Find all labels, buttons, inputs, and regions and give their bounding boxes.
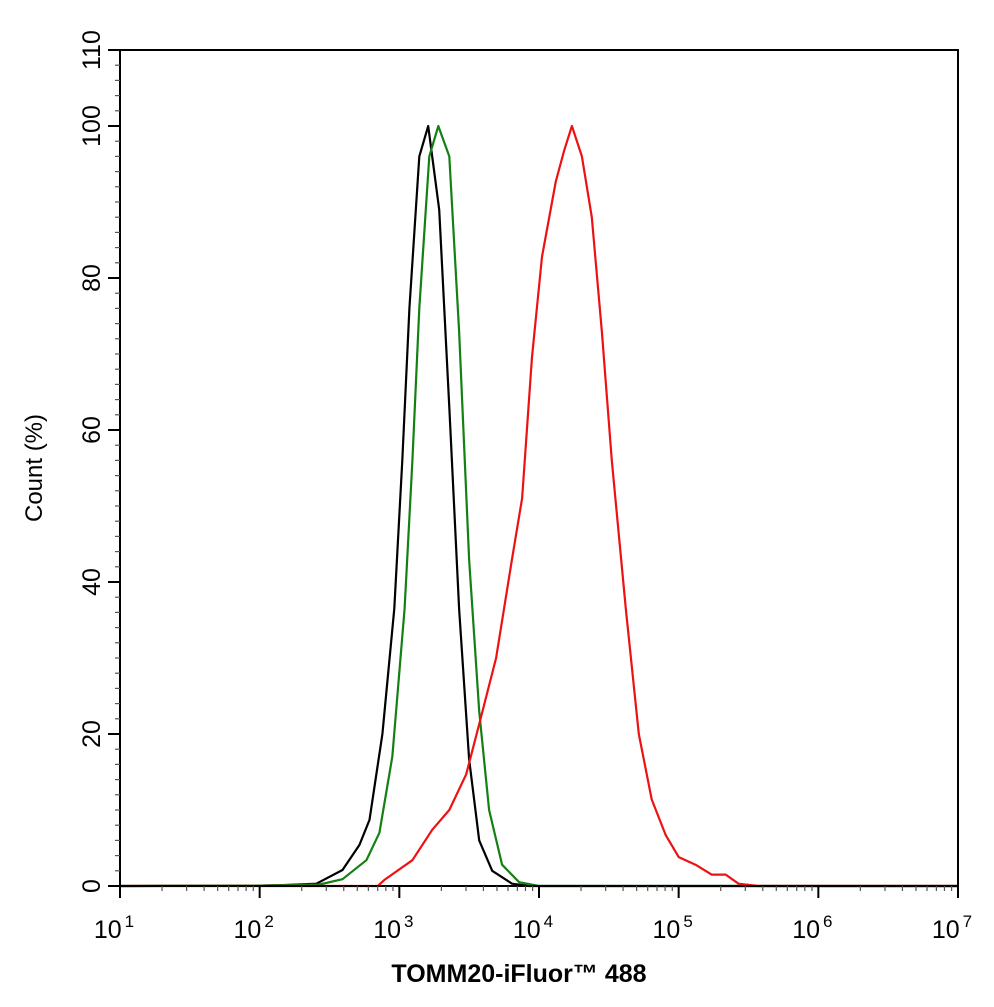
y-tick-label: 110	[78, 30, 106, 70]
x-tick-label: 10 6	[792, 912, 832, 944]
series-line-2	[120, 124, 958, 888]
series-line-1	[119, 124, 958, 888]
curves	[119, 124, 958, 888]
x-tick-label: 10 2	[234, 912, 274, 944]
y-tick-label: 80	[78, 264, 106, 292]
x-axis-label: TOMM20-iFluor™ 488	[391, 960, 646, 988]
x-tick-label: 10 5	[653, 912, 693, 944]
x-tick-label: 10 1	[94, 912, 134, 944]
x-tick-label: 10 7	[932, 912, 972, 944]
plot-frame	[119, 49, 959, 887]
x-tick-label: 10 4	[513, 912, 553, 944]
y-axis-label: Count (%)	[21, 414, 48, 522]
y-tick-label: 100	[78, 105, 106, 147]
y-tick-label: 0	[78, 879, 106, 893]
series-line-0	[119, 124, 958, 888]
y-tick-label: 60	[78, 416, 106, 444]
ticks: 10 1 10 2 10 3 10 4 10 5 10 6 10 7 0 20 40 60 80 100 110	[78, 30, 972, 944]
y-tick-label: 40	[78, 568, 106, 596]
x-tick-label: 10 3	[373, 912, 413, 944]
y-tick-label: 20	[78, 720, 106, 748]
